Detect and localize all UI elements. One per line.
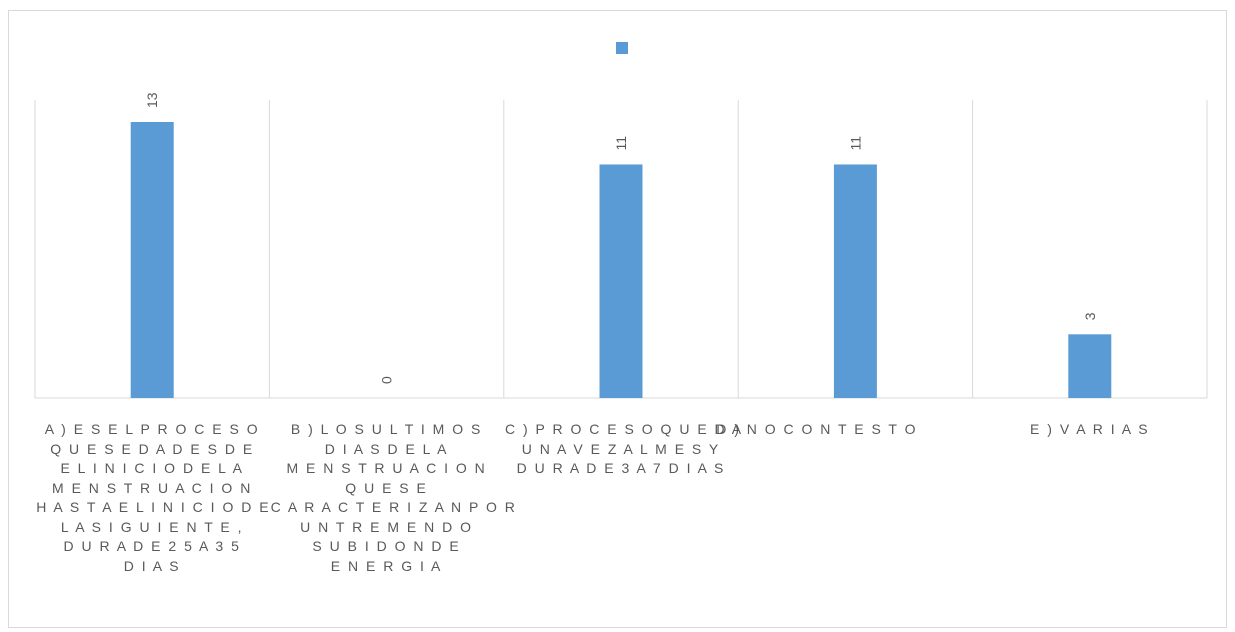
bar-3 [833, 164, 877, 398]
legend-swatch [616, 42, 628, 54]
category-label-0-line-4: H A S T A E L I N I C I O D E [36, 499, 271, 515]
category-label-1-line-5: U N T R E M E N D O [300, 518, 474, 535]
category-label-0-line-7: D I A S [123, 557, 181, 574]
category-label-1-line-7: E N E R G I A [330, 557, 443, 574]
data-label-4: 3 [1082, 312, 1098, 320]
category-label-0-line-0: A ) E S E L P R O C E S O [44, 421, 260, 437]
category-label-0: A ) E S E L P R O C E S O Q U E S E D A D… [36, 420, 268, 576]
category-label-1-line-0: B ) L O S U L T I M O S [290, 421, 483, 437]
category-label-4: E ) V A R I A S [974, 420, 1206, 440]
category-label-1-line-4: C A R A C T E R I Z A N P O R [270, 499, 517, 515]
data-label-0: 13 [144, 92, 160, 108]
category-label-4-line-0: E ) V A R I A S [1030, 421, 1150, 437]
bar-4 [1068, 334, 1112, 398]
category-label-1-line-3: Q U E S E [345, 479, 428, 496]
category-label-1-line-1: D I A S D E L A [324, 440, 449, 457]
data-label-3: 11 [847, 136, 863, 151]
category-label-2-line-1: U N A V E Z A L M E S Y [521, 440, 721, 457]
category-label-3-line-0: D ) N O C O N T E S T O [716, 421, 918, 437]
category-label-0-line-3: M E N S T R U A C I O N [52, 479, 253, 496]
category-label-2-line-2: D U R A D E 3 A 7 D I A S [516, 460, 726, 476]
category-label-2-line-0: C ) P R O C E S O Q U E D A [505, 421, 744, 437]
category-label-1-line-6: S U B I D O N D E [312, 538, 461, 554]
data-label-2: 11 [613, 136, 629, 151]
bar-2 [599, 164, 643, 398]
bar-0 [130, 122, 174, 398]
category-label-1: B ) L O S U L T I M O S D I A S D E L A M … [270, 420, 517, 576]
category-label-0-line-2: E L I N I C I O D E L A [60, 460, 244, 476]
category-label-0-line-1: Q U E S E D A D E S D E [50, 440, 255, 457]
category-label-0-line-6: D U R A D E 2 5 A 3 5 [63, 538, 241, 554]
category-label-2: C ) P R O C E S O Q U E D A U N A V E Z A… [505, 420, 744, 479]
data-label-1: 0 [379, 376, 395, 384]
category-label-1-line-2: M E N S T R U A C I O N [286, 460, 487, 476]
category-label-0-line-5: L A S I G U I E N T E , [60, 518, 244, 535]
category-label-3: D ) N O C O N T E S T O [716, 420, 948, 440]
